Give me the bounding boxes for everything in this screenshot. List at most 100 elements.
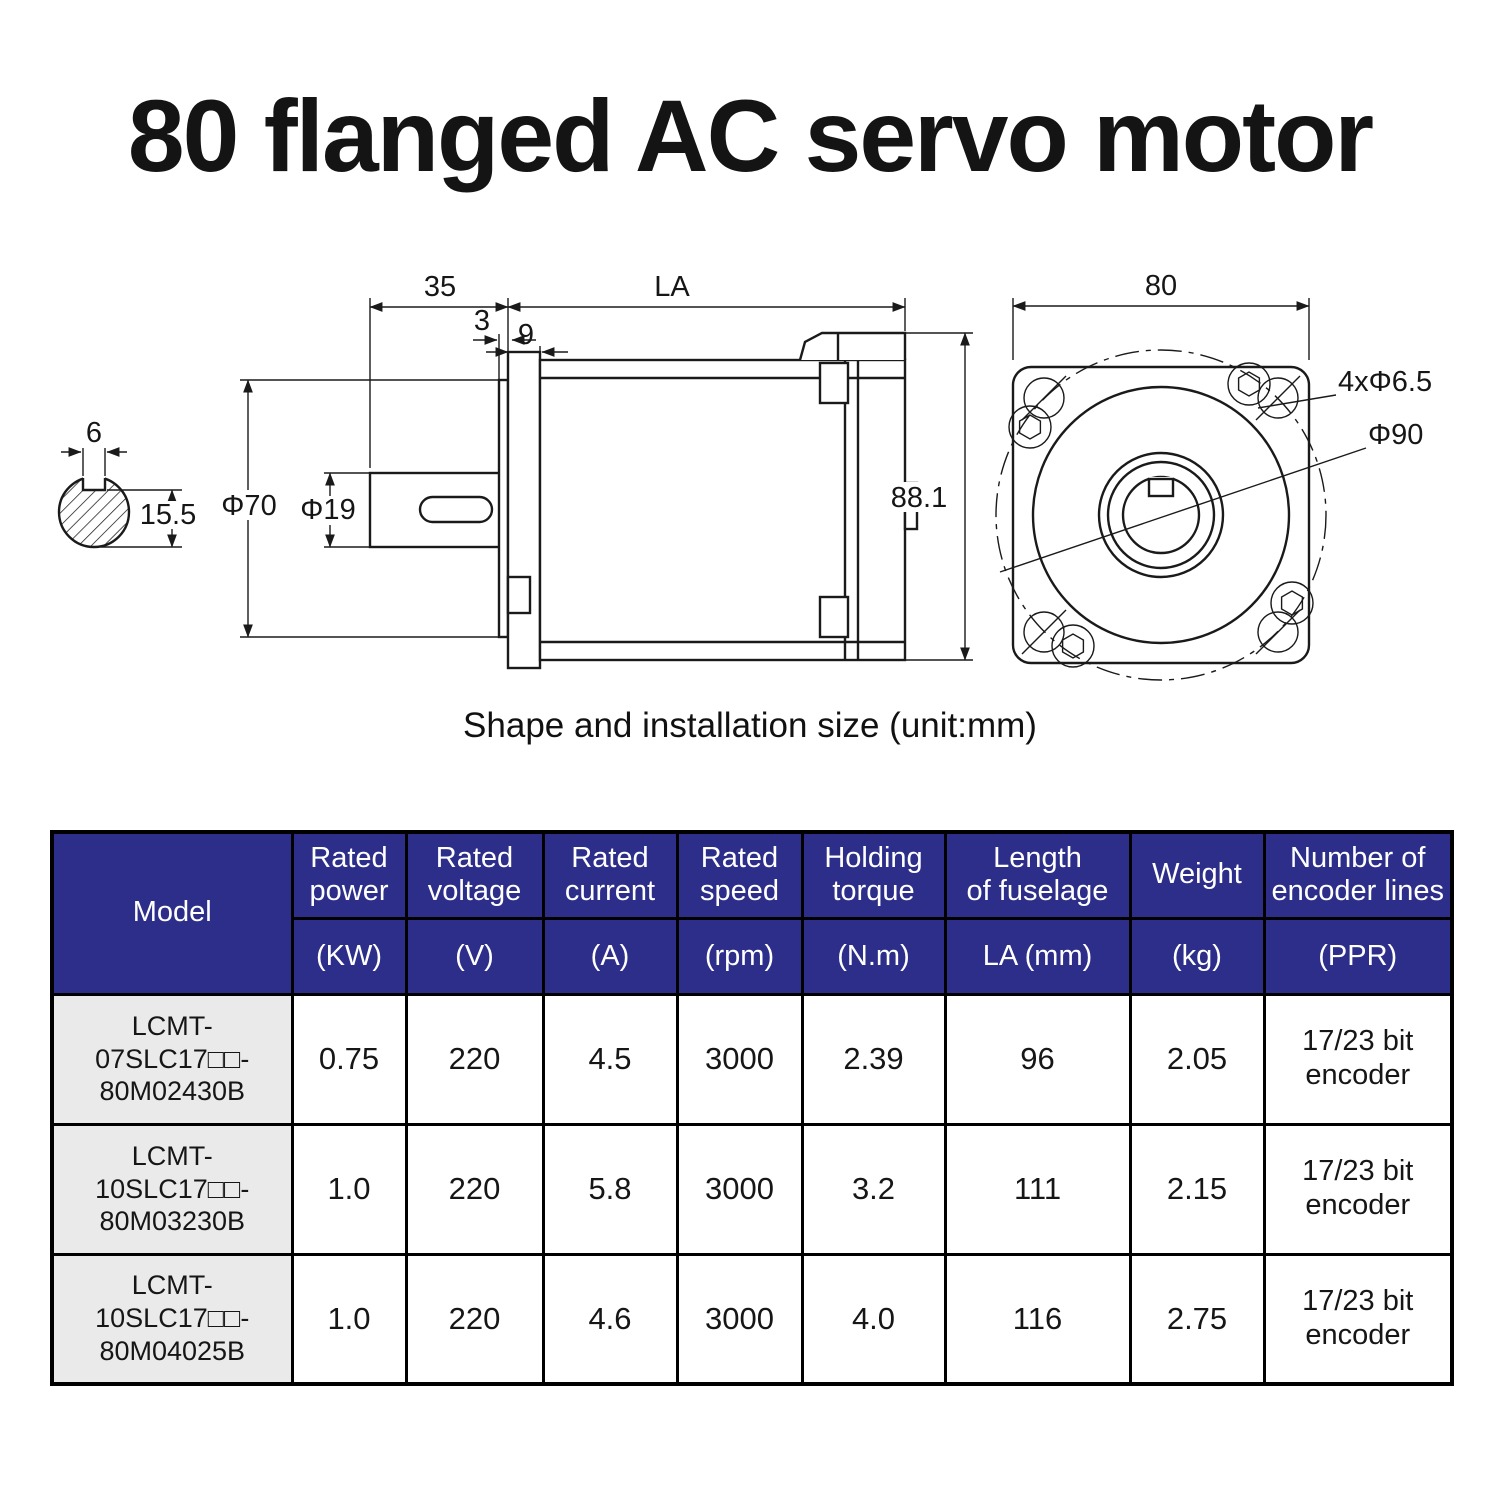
model-line: LCMT- <box>131 1140 213 1171</box>
col-header-weight: Weight <box>1128 830 1266 920</box>
current-cell: 4.6 <box>541 1252 679 1386</box>
power-cell: 1.0 <box>290 1252 408 1386</box>
model-line: 80M04025B <box>99 1336 246 1367</box>
table-row: LCMT- 07SLC17□□- 80M02430B 0.75 220 4.5 30… <box>50 992 1454 1126</box>
length-cell: 111 <box>943 1122 1132 1256</box>
front-view: 80 4xΦ6.5 Φ90 <box>995 270 1432 681</box>
dim-total-height: 88.1 <box>891 482 947 514</box>
header-line: Weight <box>1152 858 1242 891</box>
encoder-line: encoder <box>1305 1059 1411 1091</box>
voltage-cell: 220 <box>404 992 545 1126</box>
current-cell: 5.8 <box>541 1122 679 1256</box>
header-name-row: Model Rated power Rated voltage Rated curre… <box>50 830 1454 996</box>
shaft-section-view: 6 15.5 <box>57 417 200 549</box>
power-cell: 1.0 <box>290 1122 408 1256</box>
length-cell: 116 <box>943 1252 1132 1386</box>
unit-kw: (KW) <box>290 916 408 996</box>
header-line: Rated <box>700 841 779 874</box>
header-line: voltage <box>427 875 522 908</box>
encoder-line: encoder <box>1305 1189 1411 1221</box>
side-view: 35 LA 3 9 Φ70 Φ19 <box>216 271 973 670</box>
speed-cell: 3000 <box>675 992 804 1126</box>
model-line: 80M03230B <box>99 1206 246 1237</box>
weight-cell: 2.75 <box>1128 1252 1266 1386</box>
header-line: of fuselage <box>966 875 1109 908</box>
dim-key-width: 6 <box>86 417 102 449</box>
header-line: Length <box>993 841 1082 874</box>
current-cell: 4.5 <box>541 992 679 1126</box>
voltage-cell: 220 <box>404 1252 545 1386</box>
weight-cell: 2.05 <box>1128 992 1266 1126</box>
torque-cell: 3.2 <box>800 1122 947 1256</box>
spec-table: Model Rated power Rated voltage Rated curre… <box>50 830 1454 1386</box>
dim-shaft-length: 35 <box>424 271 456 303</box>
encoder-line: 17/23 bit <box>1302 1155 1414 1188</box>
dim-key-height: 15.5 <box>140 499 196 531</box>
unit-v: (V) <box>404 916 545 996</box>
col-header-holding-torque: Holding torque <box>800 830 947 920</box>
header-line: Holding <box>824 841 923 874</box>
page-title: 80 flanged AC servo motor <box>127 79 1374 193</box>
speed-cell: 3000 <box>675 1252 804 1386</box>
unit-la-mm: LA (mm) <box>943 916 1132 996</box>
unit-a: (A) <box>541 916 679 996</box>
technical-drawing: 6 15.5 <box>57 270 1432 681</box>
dim-shaft-diameter: Φ19 <box>300 494 355 526</box>
header-line: torque <box>832 875 915 908</box>
model-line: LCMT- <box>131 1270 213 1301</box>
dim-9: 9 <box>518 319 534 351</box>
voltage-cell: 220 <box>404 1122 545 1256</box>
dim-3: 3 <box>474 305 490 337</box>
col-header-encoder: Number of encoder lines <box>1262 830 1454 920</box>
label-bolt-circle: Φ90 <box>1368 419 1423 451</box>
table-row: LCMT- 10SLC17□□- 80M04025B 1.0 220 4.6 300… <box>50 1252 1454 1386</box>
torque-cell: 4.0 <box>800 1252 947 1386</box>
model-line: 07SLC17□□- <box>95 1043 250 1074</box>
model-cell: LCMT- 10SLC17□□- 80M03230B <box>50 1122 294 1256</box>
mount-hole-icons <box>1021 375 1301 655</box>
label-mount-holes: 4xΦ6.5 <box>1338 366 1432 398</box>
model-line: LCMT- <box>131 1010 213 1041</box>
model-line: 80M02430B <box>99 1076 246 1107</box>
unit-kg: (kg) <box>1128 916 1266 996</box>
header-line: encoder lines <box>1271 875 1445 908</box>
model-cell: LCMT- 10SLC17□□- 80M04025B <box>50 1252 294 1386</box>
header-line: Rated <box>310 841 388 874</box>
hex-screw-icons <box>1008 362 1314 668</box>
header-line: Rated <box>571 841 649 874</box>
drawing-caption: Shape and installation size (unit:mm) <box>463 706 1037 745</box>
header-line: Rated <box>435 841 514 874</box>
unit-nm: (N.m) <box>800 916 947 996</box>
header-unit-row: (KW) (V) (A) (rpm) (N.m) LA (mm) (kg) (P… <box>52 916 1454 996</box>
table-row: LCMT- 10SLC17□□- 80M03230B 1.0 220 5.8 300… <box>50 1122 1454 1256</box>
header-line: speed <box>699 875 779 908</box>
dim-flange-size: 80 <box>1145 270 1177 302</box>
col-header-model: Model <box>50 830 294 996</box>
encoder-line: 17/23 bit <box>1302 1025 1414 1058</box>
col-header-rated-speed: Rated speed <box>675 830 804 920</box>
encoder-line: 17/23 bit <box>1302 1285 1414 1318</box>
col-header-rated-power: Rated power <box>290 830 408 920</box>
col-header-rated-voltage: Rated voltage <box>404 830 545 920</box>
weight-cell: 2.15 <box>1128 1122 1266 1256</box>
dim-body-length: LA <box>654 271 690 303</box>
encoder-line: encoder <box>1305 1318 1411 1351</box>
col-header-length: Length of fuselage <box>943 830 1132 920</box>
power-cell: 0.75 <box>290 992 408 1126</box>
encoder-cell: 17/23 bit encoder <box>1262 1252 1454 1386</box>
col-header-rated-current: Rated current <box>541 830 679 920</box>
header-line: Number of <box>1290 841 1426 874</box>
model-line: 10SLC17□□- <box>95 1303 250 1334</box>
dim-pilot-diameter: Φ70 <box>221 490 276 522</box>
model-line: 10SLC17□□- <box>95 1173 250 1204</box>
encoder-cell: 17/23 bit encoder <box>1262 992 1454 1126</box>
header-line: power <box>309 875 389 908</box>
model-cell: LCMT- 07SLC17□□- 80M02430B <box>50 992 294 1126</box>
speed-cell: 3000 <box>675 1122 804 1256</box>
encoder-cell: 17/23 bit encoder <box>1262 1122 1454 1256</box>
unit-ppr: (PPR) <box>1262 916 1454 996</box>
torque-cell: 2.39 <box>800 992 947 1126</box>
header-line: current <box>564 875 656 908</box>
unit-rpm: (rpm) <box>675 916 804 996</box>
